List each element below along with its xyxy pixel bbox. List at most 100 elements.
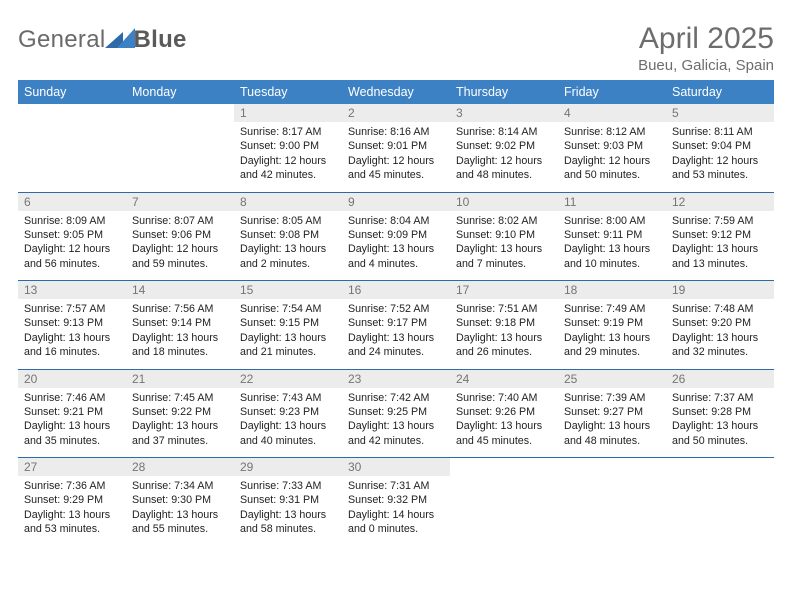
brand-accent-wrap: Blue: [133, 26, 186, 54]
date-number: 28: [126, 458, 234, 476]
day-details: Sunrise: 7:51 AMSunset: 9:18 PMDaylight:…: [450, 299, 558, 364]
calendar-cell: 23Sunrise: 7:42 AMSunset: 9:25 PMDayligh…: [342, 370, 450, 458]
day-details: Sunrise: 8:11 AMSunset: 9:04 PMDaylight:…: [666, 122, 774, 187]
date-number: 19: [666, 281, 774, 299]
sunrise-text: Sunrise: 8:04 AM: [348, 214, 444, 228]
day-details: Sunrise: 7:52 AMSunset: 9:17 PMDaylight:…: [342, 299, 450, 364]
date-number: 9: [342, 193, 450, 211]
sunset-text: Sunset: 9:12 PM: [672, 228, 768, 242]
calendar-cell: 19Sunrise: 7:48 AMSunset: 9:20 PMDayligh…: [666, 281, 774, 369]
sunrise-text: Sunrise: 8:02 AM: [456, 214, 552, 228]
sunrise-text: Sunrise: 7:33 AM: [240, 479, 336, 493]
sunrise-text: Sunrise: 7:51 AM: [456, 302, 552, 316]
calendar-week-row: 27Sunrise: 7:36 AMSunset: 9:29 PMDayligh…: [18, 458, 774, 546]
day-details: Sunrise: 7:40 AMSunset: 9:26 PMDaylight:…: [450, 388, 558, 453]
day-details: Sunrise: 7:43 AMSunset: 9:23 PMDaylight:…: [234, 388, 342, 453]
weekday-header: Thursday: [450, 80, 558, 104]
sunrise-text: Sunrise: 7:56 AM: [132, 302, 228, 316]
day-details: Sunrise: 7:59 AMSunset: 9:12 PMDaylight:…: [666, 211, 774, 276]
calendar-cell: 6Sunrise: 8:09 AMSunset: 9:05 PMDaylight…: [18, 193, 126, 281]
calendar-cell: 24Sunrise: 7:40 AMSunset: 9:26 PMDayligh…: [450, 370, 558, 458]
day-details: Sunrise: 7:56 AMSunset: 9:14 PMDaylight:…: [126, 299, 234, 364]
brand-accent: Blue: [133, 26, 186, 53]
date-number: 17: [450, 281, 558, 299]
daylight-text: Daylight: 13 hours and 21 minutes.: [240, 331, 336, 360]
day-details: Sunrise: 7:39 AMSunset: 9:27 PMDaylight:…: [558, 388, 666, 453]
calendar-cell: 11Sunrise: 8:00 AMSunset: 9:11 PMDayligh…: [558, 193, 666, 281]
day-details: Sunrise: 7:36 AMSunset: 9:29 PMDaylight:…: [18, 476, 126, 541]
date-number: 2: [342, 104, 450, 122]
date-number: 21: [126, 370, 234, 388]
calendar-cell: 26Sunrise: 7:37 AMSunset: 9:28 PMDayligh…: [666, 370, 774, 458]
sunset-text: Sunset: 9:32 PM: [348, 493, 444, 507]
daylight-text: Daylight: 13 hours and 45 minutes.: [456, 419, 552, 448]
calendar-cell: [450, 458, 558, 546]
date-number: 10: [450, 193, 558, 211]
brand-mark-icon: [105, 26, 135, 48]
calendar-week-row: 13Sunrise: 7:57 AMSunset: 9:13 PMDayligh…: [18, 281, 774, 369]
date-number: 14: [126, 281, 234, 299]
header-row: General Blue April 2025 Bueu, Galicia, S…: [18, 22, 774, 74]
calendar-cell: 21Sunrise: 7:45 AMSunset: 9:22 PMDayligh…: [126, 370, 234, 458]
sunrise-text: Sunrise: 8:17 AM: [240, 125, 336, 139]
day-details: Sunrise: 8:07 AMSunset: 9:06 PMDaylight:…: [126, 211, 234, 276]
sunrise-text: Sunrise: 8:05 AM: [240, 214, 336, 228]
day-details: Sunrise: 7:33 AMSunset: 9:31 PMDaylight:…: [234, 476, 342, 541]
calendar-cell: 12Sunrise: 7:59 AMSunset: 9:12 PMDayligh…: [666, 193, 774, 281]
calendar-cell: 5Sunrise: 8:11 AMSunset: 9:04 PMDaylight…: [666, 104, 774, 192]
calendar-cell: 18Sunrise: 7:49 AMSunset: 9:19 PMDayligh…: [558, 281, 666, 369]
sunrise-text: Sunrise: 8:12 AM: [564, 125, 660, 139]
weekday-header: Wednesday: [342, 80, 450, 104]
calendar-cell: [558, 458, 666, 546]
date-number: 20: [18, 370, 126, 388]
daylight-text: Daylight: 12 hours and 50 minutes.: [564, 154, 660, 183]
daylight-text: Daylight: 12 hours and 56 minutes.: [24, 242, 120, 271]
date-number: 7: [126, 193, 234, 211]
sunset-text: Sunset: 9:23 PM: [240, 405, 336, 419]
calendar-cell: 2 Sunrise: 8:16 AMSunset: 9:01 PMDaylight…: [342, 104, 450, 192]
sunrise-text: Sunrise: 7:37 AM: [672, 391, 768, 405]
daylight-text: Daylight: 12 hours and 45 minutes.: [348, 154, 444, 183]
daylight-text: Daylight: 13 hours and 7 minutes.: [456, 242, 552, 271]
sunrise-text: Sunrise: 7:48 AM: [672, 302, 768, 316]
daylight-text: Daylight: 13 hours and 29 minutes.: [564, 331, 660, 360]
calendar-cell: 14Sunrise: 7:56 AMSunset: 9:14 PMDayligh…: [126, 281, 234, 369]
date-number: 4: [558, 104, 666, 122]
sunset-text: Sunset: 9:02 PM: [456, 139, 552, 153]
day-details: Sunrise: 7:31 AMSunset: 9:32 PMDaylight:…: [342, 476, 450, 541]
daylight-text: Daylight: 13 hours and 50 minutes.: [672, 419, 768, 448]
sunset-text: Sunset: 9:03 PM: [564, 139, 660, 153]
date-number: 18: [558, 281, 666, 299]
location-text: Bueu, Galicia, Spain: [638, 57, 774, 74]
sunset-text: Sunset: 9:05 PM: [24, 228, 120, 242]
daylight-text: Daylight: 13 hours and 24 minutes.: [348, 331, 444, 360]
sunrise-text: Sunrise: 8:16 AM: [348, 125, 444, 139]
sunset-text: Sunset: 9:00 PM: [240, 139, 336, 153]
sunset-text: Sunset: 9:04 PM: [672, 139, 768, 153]
title-block: April 2025 Bueu, Galicia, Spain: [638, 22, 774, 74]
brand-text: General: [18, 26, 105, 54]
date-number: 11: [558, 193, 666, 211]
date-number: 12: [666, 193, 774, 211]
day-details: Sunrise: 7:37 AMSunset: 9:28 PMDaylight:…: [666, 388, 774, 453]
date-number: 30: [342, 458, 450, 476]
calendar-cell: 13Sunrise: 7:57 AMSunset: 9:13 PMDayligh…: [18, 281, 126, 369]
daylight-text: Daylight: 13 hours and 4 minutes.: [348, 242, 444, 271]
calendar-grid: SundayMondayTuesdayWednesdayThursdayFrid…: [18, 80, 774, 546]
calendar-week-row: 1Sunrise: 8:17 AMSunset: 9:00 PMDaylight…: [18, 104, 774, 192]
sunset-text: Sunset: 9:19 PM: [564, 316, 660, 330]
calendar-cell: 27Sunrise: 7:36 AMSunset: 9:29 PMDayligh…: [18, 458, 126, 546]
calendar-week-row: 20Sunrise: 7:46 AMSunset: 9:21 PMDayligh…: [18, 370, 774, 458]
sunset-text: Sunset: 9:17 PM: [348, 316, 444, 330]
calendar-cell: 16Sunrise: 7:52 AMSunset: 9:17 PMDayligh…: [342, 281, 450, 369]
daylight-text: Daylight: 13 hours and 32 minutes.: [672, 331, 768, 360]
calendar-header: SundayMondayTuesdayWednesdayThursdayFrid…: [18, 80, 774, 104]
sunset-text: Sunset: 9:01 PM: [348, 139, 444, 153]
sunset-text: Sunset: 9:13 PM: [24, 316, 120, 330]
brand-main: General: [18, 26, 105, 53]
calendar-cell: 30Sunrise: 7:31 AMSunset: 9:32 PMDayligh…: [342, 458, 450, 546]
sunset-text: Sunset: 9:31 PM: [240, 493, 336, 507]
sunrise-text: Sunrise: 8:09 AM: [24, 214, 120, 228]
calendar-cell: 10Sunrise: 8:02 AMSunset: 9:10 PMDayligh…: [450, 193, 558, 281]
sunset-text: Sunset: 9:28 PM: [672, 405, 768, 419]
